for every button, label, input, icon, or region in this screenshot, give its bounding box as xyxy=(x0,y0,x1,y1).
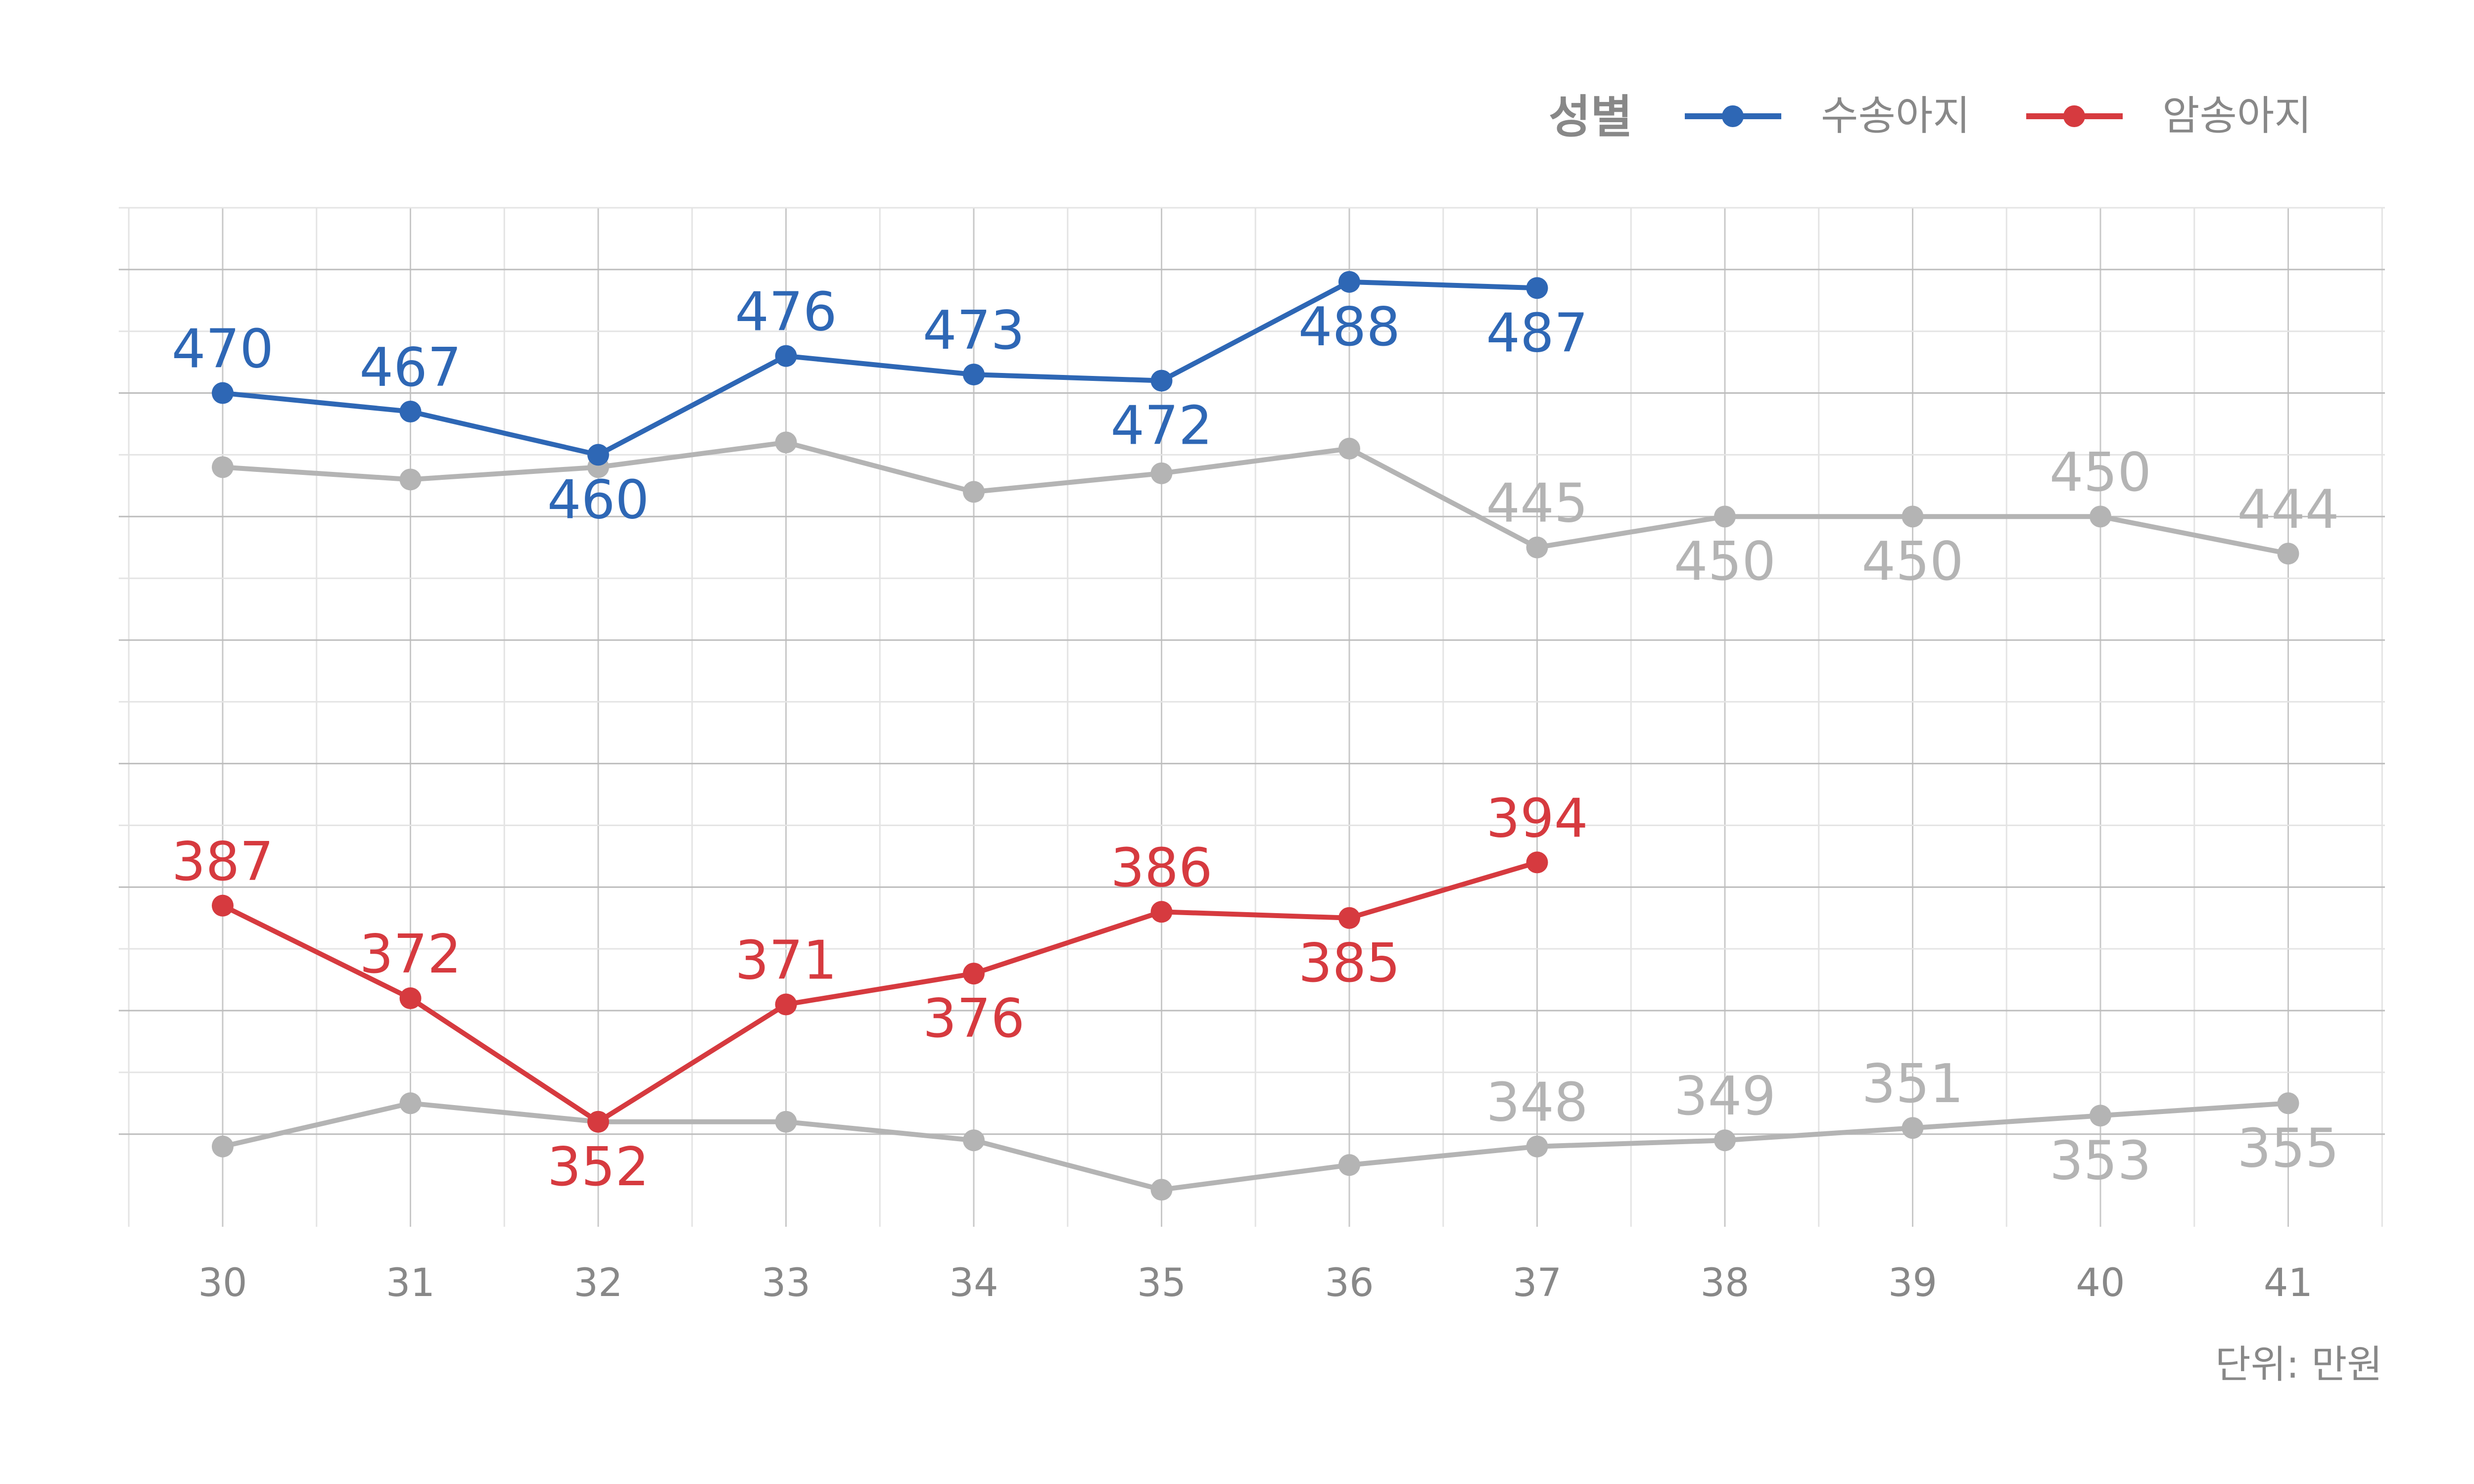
data-point xyxy=(963,481,985,503)
x-tick-label: 32 xyxy=(573,1261,622,1305)
data-label: 386 xyxy=(1110,837,1212,899)
data-label: 473 xyxy=(923,300,1025,362)
data-point xyxy=(1338,1154,1360,1176)
data-label: 371 xyxy=(735,930,837,992)
data-label: 488 xyxy=(1298,296,1400,358)
data-label: 351 xyxy=(1861,1053,1963,1115)
x-tick-label: 40 xyxy=(2076,1261,2125,1305)
data-label: 476 xyxy=(735,281,837,343)
data-point xyxy=(1526,851,1548,874)
legend: 성별 수송아지 암송아지 xyxy=(1549,91,2312,143)
data-point xyxy=(587,1111,609,1133)
data-point xyxy=(1150,901,1173,923)
data-point xyxy=(1902,506,1924,528)
data-point xyxy=(963,963,985,985)
data-point xyxy=(775,431,797,454)
data-point xyxy=(399,987,422,1010)
data-label: 394 xyxy=(1486,788,1588,849)
data-point xyxy=(212,382,234,404)
data-point xyxy=(1526,1135,1548,1158)
series-line xyxy=(222,1101,2288,1193)
data-label: 353 xyxy=(2049,1130,2151,1192)
x-tick-label: 36 xyxy=(1325,1261,1374,1305)
data-point xyxy=(963,1129,985,1152)
data-label: 460 xyxy=(547,469,649,531)
data-point xyxy=(775,993,797,1016)
data-point xyxy=(1526,536,1548,558)
data-label: 355 xyxy=(2237,1117,2339,1179)
data-point xyxy=(1526,277,1548,299)
data-point xyxy=(587,444,609,466)
series-line xyxy=(222,279,1537,458)
data-labels: 470 467 460 476 473 472 488 487 387 372 352 371 376 3… xyxy=(172,281,2339,1198)
data-point xyxy=(212,894,234,917)
unit-label: 단위: 만원 xyxy=(2215,1343,2382,1387)
series-line xyxy=(221,860,1538,1124)
data-label: 444 xyxy=(2237,479,2339,541)
data-label: 349 xyxy=(1674,1066,1776,1127)
legend-label-female: 암송아지 xyxy=(2162,93,2312,139)
data-point xyxy=(2277,1092,2299,1114)
data-point xyxy=(399,1092,422,1114)
data-point xyxy=(775,1111,797,1133)
legend-marker-male xyxy=(1722,105,1744,127)
data-label: 385 xyxy=(1298,932,1400,994)
data-point xyxy=(1902,1117,1924,1139)
x-tick-label: 31 xyxy=(386,1261,435,1305)
data-label: 387 xyxy=(172,831,274,893)
data-label: 352 xyxy=(547,1136,649,1198)
data-label: 467 xyxy=(359,337,461,399)
data-point xyxy=(212,456,234,478)
series-layer xyxy=(212,271,2299,1201)
data-point xyxy=(399,401,422,422)
data-point xyxy=(1338,271,1360,293)
data-point xyxy=(1714,506,1736,528)
data-label: 450 xyxy=(1674,531,1776,593)
data-label: 450 xyxy=(2049,442,2151,504)
x-tick-label: 33 xyxy=(761,1261,810,1305)
data-point xyxy=(1150,370,1173,392)
data-point xyxy=(2090,506,2111,528)
data-label: 348 xyxy=(1486,1072,1588,1134)
data-point xyxy=(2090,1105,2111,1127)
data-label: 472 xyxy=(1110,395,1212,457)
series-line xyxy=(222,440,2289,556)
data-point xyxy=(1338,907,1360,929)
data-label: 450 xyxy=(1861,531,1963,593)
data-point xyxy=(1150,462,1173,484)
data-label: 470 xyxy=(172,319,274,380)
legend-item-female: 암송아지 xyxy=(2026,93,2312,139)
data-point xyxy=(399,468,422,491)
data-point xyxy=(2277,543,2299,565)
data-label: 376 xyxy=(923,988,1025,1050)
data-point xyxy=(1338,437,1360,460)
legend-marker-female xyxy=(2063,105,2085,127)
x-tick-label: 41 xyxy=(2264,1261,2313,1305)
data-point xyxy=(963,364,985,386)
x-axis: 30 31 32 33 34 35 36 37 38 39 40 41 xyxy=(198,1261,2313,1305)
x-tick-label: 30 xyxy=(198,1261,247,1305)
data-label: 372 xyxy=(359,924,461,985)
legend-label-male: 수송아지 xyxy=(1821,93,1970,139)
x-tick-label: 35 xyxy=(1137,1261,1186,1305)
x-tick-label: 38 xyxy=(1700,1261,1749,1305)
data-label: 445 xyxy=(1486,473,1588,535)
data-point xyxy=(1714,1129,1736,1152)
data-label: 487 xyxy=(1486,302,1588,364)
x-tick-label: 39 xyxy=(1888,1261,1937,1305)
data-point xyxy=(1150,1179,1173,1201)
x-tick-label: 34 xyxy=(949,1261,998,1305)
legend-item-male: 수송아지 xyxy=(1685,93,1970,139)
data-point xyxy=(775,345,797,367)
x-tick-label: 37 xyxy=(1513,1261,1562,1305)
legend-title: 성별 xyxy=(1549,91,1632,143)
data-point xyxy=(212,1135,234,1158)
